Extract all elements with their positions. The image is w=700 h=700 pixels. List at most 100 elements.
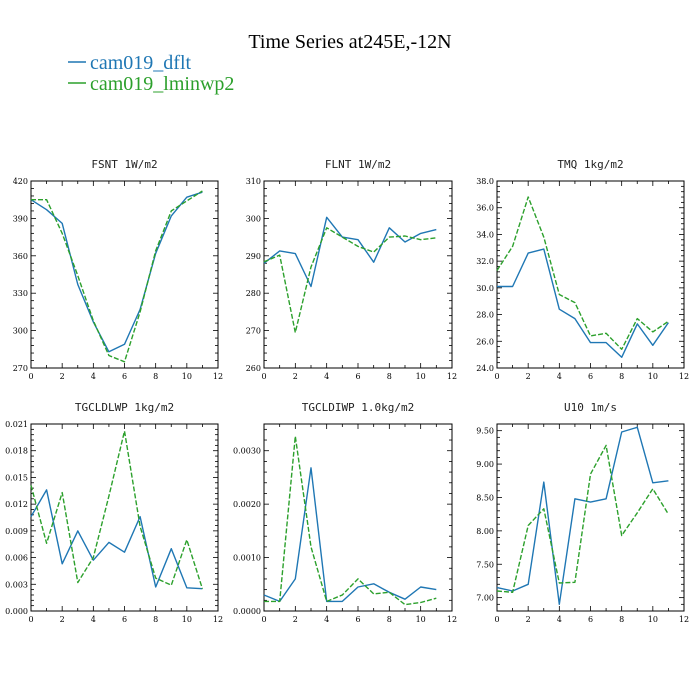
y-tick-label: 390	[13, 214, 28, 223]
y-tick-label: 38.0	[476, 177, 494, 186]
series-line-cam019_lminwp2	[496, 196, 669, 350]
series-line-cam019_dflt	[30, 191, 203, 353]
legend: cam019_dflt cam019_lminwp2	[68, 52, 234, 95]
legend-label-dflt: cam019_dflt	[90, 52, 192, 74]
y-tick-label: 0.012	[5, 500, 28, 509]
panel-4: TGCLDLWP 1kg/m2 0 2 4 6 8 10 12 0.000 0.003 0.006 0…	[5, 401, 223, 624]
y-tick-label: 8.50	[476, 493, 494, 502]
x-tick-label: 2	[60, 615, 65, 624]
panel-title: FSNT 1W/m2	[91, 158, 157, 171]
x-tick-label: 2	[60, 372, 65, 381]
x-tick-label: 10	[416, 615, 426, 624]
x-tick-label: 6	[122, 615, 127, 624]
x-tick-label: 4	[324, 615, 329, 624]
y-tick-label: 0.0020	[233, 500, 261, 509]
y-tick-label: 300	[13, 327, 28, 336]
panel-1: FSNT 1W/m2 0 2 4 6 8 10 12 270 300 330 360 390 420	[13, 158, 223, 381]
x-tick-label: 4	[91, 372, 96, 381]
x-tick-label: 10	[182, 372, 192, 381]
x-tick-label: 12	[447, 615, 457, 624]
y-tick-label: 0.018	[5, 447, 28, 456]
x-tick-label: 4	[91, 615, 96, 624]
panel-6: U10 1m/s 0 2 4 6 8 10 12 7.00 7.50 8.00 8.50 9.00 9.5…	[476, 401, 689, 624]
x-tick-label: 10	[416, 372, 426, 381]
y-tick-label: 0.000	[5, 607, 28, 616]
x-tick-label: 2	[293, 615, 298, 624]
x-tick-label: 8	[619, 615, 624, 624]
y-tick-label: 0.0030	[233, 447, 261, 456]
x-tick-label: 12	[447, 372, 457, 381]
x-tick-label: 6	[588, 372, 593, 381]
y-tick-label: 360	[13, 252, 28, 261]
y-tick-label: 0.021	[5, 420, 28, 429]
y-tick-label: 24.0	[476, 364, 494, 373]
x-tick-label: 0	[494, 372, 499, 381]
x-tick-label: 0	[261, 615, 266, 624]
x-tick-label: 6	[588, 615, 593, 624]
x-tick-label: 8	[153, 372, 158, 381]
plot-frame	[496, 423, 685, 612]
y-tick-label: 28.0	[476, 311, 494, 320]
series-line-cam019_dflt	[263, 216, 437, 288]
x-tick-label: 4	[324, 372, 329, 381]
series-line-cam019_lminwp2	[264, 435, 437, 606]
x-tick-label: 10	[648, 372, 658, 381]
panel-2: FLNT 1W/m2 0 2 4 6 8 10 12 260 270 280 290 300 310	[246, 158, 457, 381]
panel-title: FLNT 1W/m2	[325, 158, 391, 171]
y-tick-label: 0.015	[5, 473, 28, 482]
series-line-cam019_lminwp2	[30, 430, 204, 589]
x-tick-label: 8	[387, 372, 392, 381]
x-tick-label: 8	[387, 615, 392, 624]
x-tick-label: 12	[213, 615, 223, 624]
panel-title: TMQ 1kg/m2	[557, 158, 623, 171]
plot-frame	[30, 423, 219, 612]
x-tick-label: 10	[182, 615, 192, 624]
x-tick-label: 2	[526, 615, 531, 624]
x-tick-label: 0	[494, 615, 499, 624]
x-tick-label: 0	[28, 372, 33, 381]
x-tick-label: 6	[355, 372, 360, 381]
panel-title: TGCLDLWP 1kg/m2	[75, 401, 174, 414]
x-tick-label: 2	[526, 372, 531, 381]
x-tick-label: 0	[28, 615, 33, 624]
series-line-cam019_dflt	[496, 426, 669, 605]
y-tick-label: 270	[246, 327, 261, 336]
y-tick-label: 0.006	[5, 554, 28, 563]
y-tick-label: 32.0	[476, 257, 494, 266]
y-tick-label: 290	[246, 252, 261, 261]
y-tick-label: 0.0000	[233, 607, 261, 616]
x-tick-label: 8	[619, 372, 624, 381]
figure-title: Time Series at245E,-12N	[248, 31, 451, 53]
series-line-cam019_dflt	[497, 248, 669, 358]
panel-title: U10 1m/s	[564, 401, 617, 414]
y-tick-label: 420	[13, 177, 28, 186]
x-tick-label: 0	[261, 372, 266, 381]
x-tick-label: 10	[648, 615, 658, 624]
x-tick-label: 4	[557, 615, 562, 624]
x-tick-label: 4	[557, 372, 562, 381]
y-tick-label: 34.0	[476, 230, 494, 239]
y-tick-label: 300	[246, 214, 261, 223]
y-tick-label: 260	[246, 364, 261, 373]
x-tick-label: 2	[293, 372, 298, 381]
y-tick-label: 270	[13, 364, 28, 373]
y-tick-label: 30.0	[476, 284, 494, 293]
y-tick-label: 36.0	[476, 204, 494, 213]
plot-frame	[263, 180, 453, 369]
panel-5: TGCLDIWP 1.0kg/m2 0 2 4 6 8 10 12 0.0000 0.0010 0.…	[233, 401, 457, 624]
series-line-cam019_lminwp2	[496, 444, 669, 593]
plot-frame	[30, 180, 219, 369]
x-tick-label: 6	[122, 372, 127, 381]
x-tick-label: 12	[213, 372, 223, 381]
y-tick-label: 0.0010	[233, 554, 261, 563]
y-tick-label: 310	[246, 177, 261, 186]
y-tick-label: 7.00	[476, 594, 494, 603]
y-tick-label: 280	[246, 289, 261, 298]
y-tick-label: 9.50	[476, 427, 494, 436]
series-line-cam019_lminwp2	[31, 190, 203, 363]
panels: FSNT 1W/m20 2 4 6 8 10 12270300330360390420FLN…	[5, 158, 689, 624]
x-tick-label: 8	[153, 615, 158, 624]
x-tick-label: 12	[679, 615, 689, 624]
series-line-cam019_dflt	[263, 467, 437, 603]
series-line-cam019_dflt	[30, 489, 203, 590]
